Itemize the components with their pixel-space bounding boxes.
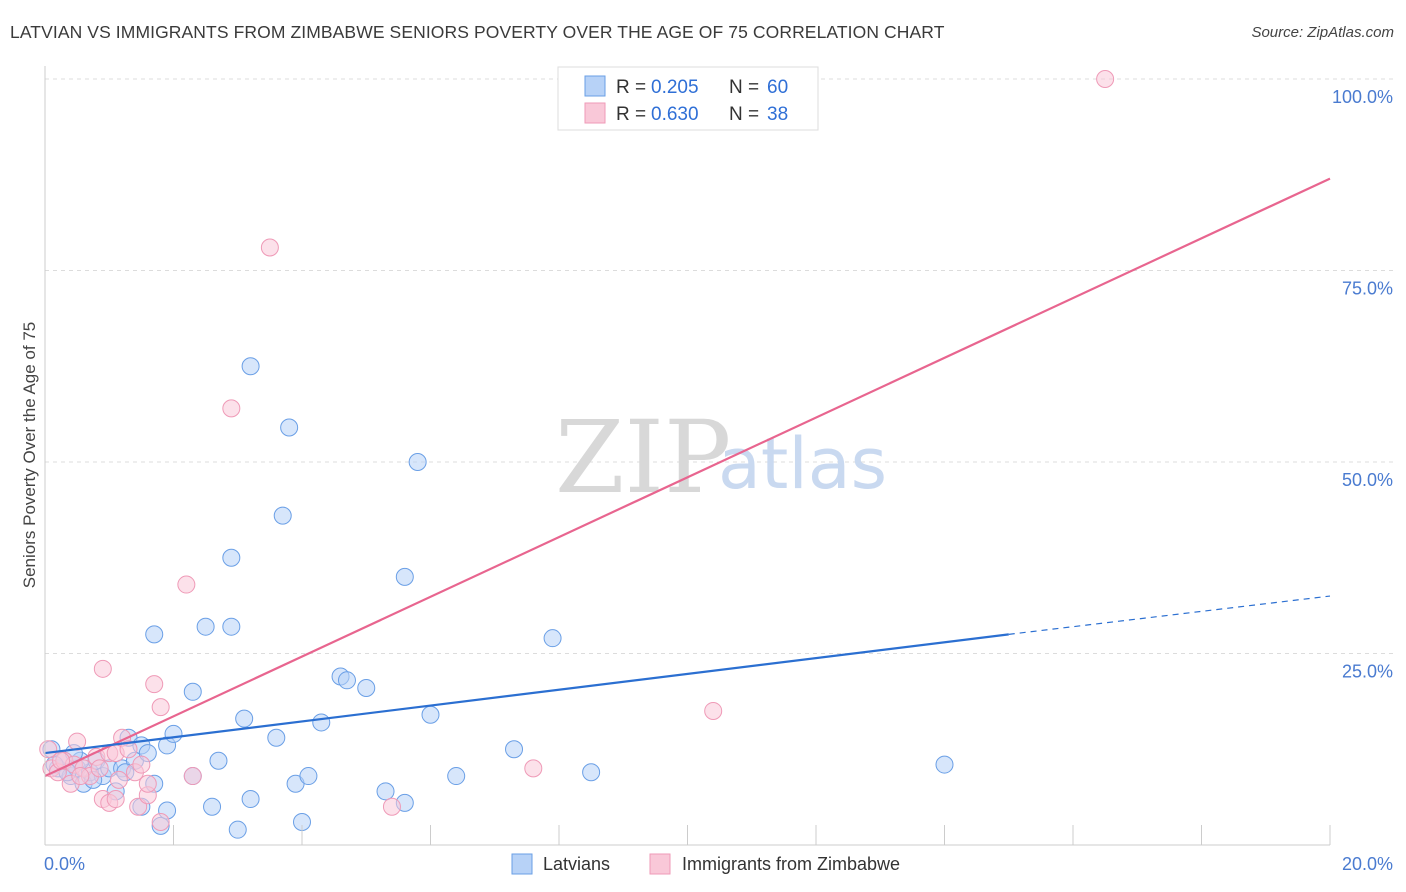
point-latvians-43 — [357, 678, 376, 697]
point-latvians-51 — [543, 629, 562, 648]
point-zimbabwe-24 — [151, 813, 170, 832]
point-latvians-27 — [209, 751, 228, 770]
point-zimbabwe-29 — [260, 238, 279, 257]
point-zimbabwe-33 — [1096, 70, 1115, 88]
chart-title: LATVIAN VS IMMIGRANTS FROM ZIMBABWE SENI… — [10, 22, 945, 42]
point-latvians-42 — [337, 671, 356, 690]
trend-lines — [44, 177, 1331, 778]
point-latvians-47 — [408, 453, 427, 471]
point-latvians-50 — [505, 740, 524, 759]
point-latvians-23 — [183, 682, 202, 701]
trend-line-latvians — [44, 633, 1009, 755]
trend-line-zimbabwe — [44, 177, 1331, 778]
y-tick-label-50: 50.0% — [1342, 470, 1393, 490]
axes — [44, 66, 1331, 846]
point-latvians-35 — [273, 506, 292, 525]
y-tick-label-75: 75.0% — [1342, 279, 1393, 299]
point-zimbabwe-31 — [524, 759, 543, 778]
point-latvians-30 — [228, 820, 247, 839]
legend-r-value-1: 0.205 — [651, 77, 699, 98]
legend-r-label-1: R = — [616, 77, 646, 98]
point-latvians-28 — [222, 617, 241, 636]
point-latvians-31 — [235, 709, 254, 728]
point-latvians-48 — [421, 705, 440, 724]
point-zimbabwe-17 — [119, 740, 138, 759]
point-zimbabwe-37 — [109, 770, 128, 789]
chart-source: Source: ZipAtlas.com — [1251, 24, 1394, 41]
point-zimbabwe-22 — [138, 774, 157, 793]
watermark-zip: ZIP — [555, 399, 731, 516]
bottom-legend-swatch-latvians — [511, 853, 533, 875]
point-zimbabwe-11 — [93, 659, 112, 678]
point-latvians-39 — [299, 767, 318, 786]
legend-n-value-1: 60 — [767, 77, 788, 98]
bottom-legend-swatch-zimbabwe — [649, 853, 671, 875]
point-latvians-52 — [582, 763, 601, 782]
point-zimbabwe-23 — [145, 675, 164, 694]
point-zimbabwe-19 — [129, 797, 148, 816]
x-tick-label-max: 20.0% — [1342, 854, 1393, 874]
point-zimbabwe-27 — [183, 767, 202, 786]
point-latvians-32 — [241, 357, 260, 376]
y-tick-label-100: 100.0% — [1332, 87, 1393, 107]
point-latvians-33 — [241, 790, 260, 809]
y-tick-label-25: 25.0% — [1342, 662, 1393, 682]
point-latvians-25 — [196, 617, 215, 636]
legend-n-value-2: 38 — [767, 104, 788, 125]
bottom-legend: Latvians Immigrants from Zimbabwe — [511, 853, 900, 875]
point-zimbabwe-14 — [106, 790, 125, 809]
point-latvians-34 — [267, 728, 286, 747]
point-latvians-18 — [145, 625, 164, 644]
point-zimbabwe-35 — [71, 767, 90, 786]
point-zimbabwe-25 — [151, 698, 170, 717]
legend: R = 0.205 N = 60 R = 0.630 N = 38 — [557, 66, 819, 131]
legend-r-value-2: 0.630 — [651, 104, 699, 125]
bottom-legend-label-latvians: Latvians — [543, 854, 610, 874]
legend-n-label-2: N = — [729, 104, 759, 125]
point-zimbabwe-32 — [704, 701, 723, 720]
point-latvians-45 — [395, 567, 414, 586]
trend-line-latvians-extension — [1008, 595, 1331, 635]
point-zimbabwe-20 — [132, 755, 151, 774]
point-latvians-40 — [312, 713, 331, 732]
series-zimbabwe-points — [39, 70, 1115, 832]
point-latvians-53 — [935, 755, 954, 774]
point-zimbabwe-36 — [90, 759, 109, 778]
point-latvians-36 — [280, 418, 299, 437]
y-axis-label: Seniors Poverty Over the Age of 75 — [20, 322, 39, 588]
legend-n-label-1: N = — [729, 77, 759, 98]
legend-swatch-latvians — [584, 75, 606, 97]
watermark-atlas: atlas — [718, 423, 887, 505]
bottom-legend-label-zimbabwe: Immigrants from Zimbabwe — [682, 854, 900, 874]
point-zimbabwe-0 — [39, 740, 58, 759]
point-latvians-49 — [447, 767, 466, 786]
watermark: ZIP atlas — [555, 399, 887, 516]
point-zimbabwe-26 — [177, 575, 196, 594]
x-tick-label-min: 0.0% — [44, 854, 85, 874]
point-latvians-22 — [164, 724, 183, 743]
grid — [45, 78, 1393, 654]
point-latvians-26 — [203, 797, 222, 816]
point-latvians-44 — [376, 782, 395, 801]
point-zimbabwe-30 — [382, 797, 401, 816]
legend-swatch-zimbabwe — [584, 102, 606, 124]
point-latvians-29 — [222, 548, 241, 567]
point-zimbabwe-28 — [222, 399, 241, 418]
y-tick-labels: 25.0% 50.0% 75.0% 100.0% — [1332, 87, 1393, 682]
legend-r-label-2: R = — [616, 104, 646, 125]
